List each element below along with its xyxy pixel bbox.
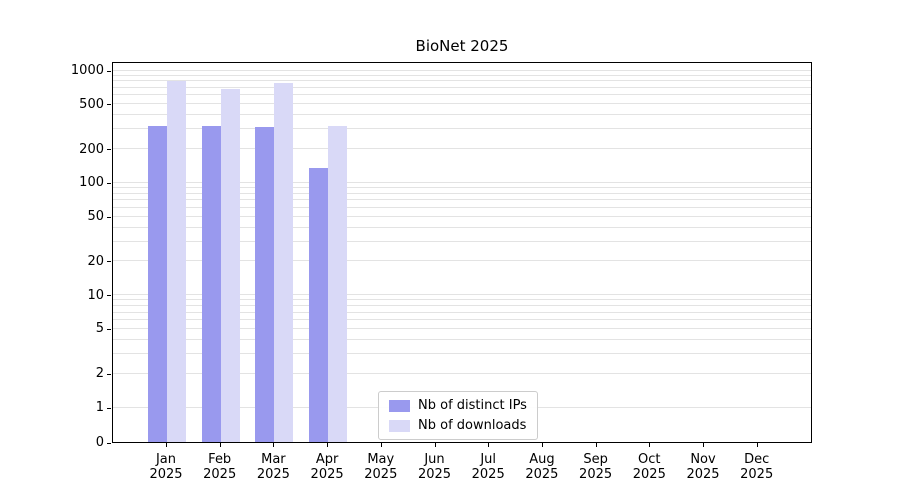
x-tick bbox=[541, 443, 543, 447]
gridline bbox=[113, 69, 811, 71]
gridline bbox=[113, 240, 811, 242]
y-tick-label: 1 bbox=[95, 400, 104, 415]
x-tick bbox=[380, 443, 382, 447]
x-tick-label: Dec 2025 bbox=[740, 452, 774, 482]
gridline bbox=[113, 128, 811, 130]
gridline bbox=[113, 319, 811, 321]
bar-nb-of-distinct-ips-feb bbox=[201, 125, 221, 442]
gridline bbox=[113, 186, 811, 188]
x-tick-label: Oct 2025 bbox=[632, 452, 666, 482]
legend: Nb of distinct IPs Nb of downloads bbox=[378, 391, 538, 440]
gridline bbox=[113, 206, 811, 208]
gridline bbox=[113, 192, 811, 194]
gridline bbox=[113, 74, 811, 76]
y-tick-label: 20 bbox=[87, 253, 104, 269]
chart-title: BioNet 2025 bbox=[415, 37, 509, 55]
gridline bbox=[113, 372, 811, 374]
x-tick-label: Sep 2025 bbox=[579, 452, 613, 482]
gridline bbox=[113, 199, 811, 201]
y-tick-label: 5 bbox=[95, 321, 104, 337]
x-tick-label: Mar 2025 bbox=[256, 452, 290, 482]
y-tick-label: 100 bbox=[79, 175, 104, 191]
x-tick-label: Jul 2025 bbox=[471, 452, 505, 482]
x-tick bbox=[273, 443, 275, 447]
y-tick bbox=[107, 295, 111, 297]
bar-nb-of-distinct-ips-mar bbox=[255, 127, 275, 442]
bar-nb-of-downloads-jan bbox=[167, 80, 186, 442]
y-tick-label: 0 bbox=[95, 435, 104, 450]
x-tick bbox=[756, 443, 758, 447]
y-tick-label: 200 bbox=[79, 141, 104, 157]
x-tick bbox=[434, 443, 436, 447]
gridline bbox=[113, 294, 811, 296]
y-tick bbox=[107, 407, 111, 409]
legend-swatch-downloads bbox=[389, 419, 410, 432]
legend-label-distinct-ips: Nb of distinct IPs bbox=[418, 398, 527, 413]
gridline bbox=[113, 215, 811, 217]
x-tick bbox=[703, 443, 704, 447]
gridline bbox=[113, 328, 811, 329]
gridline bbox=[113, 311, 811, 313]
y-tick bbox=[107, 216, 111, 218]
gridline bbox=[113, 86, 811, 88]
y-tick bbox=[107, 182, 111, 184]
y-tick bbox=[107, 328, 111, 330]
gridline bbox=[113, 94, 811, 96]
legend-label-downloads: Nb of downloads bbox=[418, 418, 527, 433]
x-tick-label: Nov 2025 bbox=[686, 452, 720, 482]
bar-nb-of-downloads-mar bbox=[274, 82, 294, 442]
gridline bbox=[113, 148, 811, 150]
y-tick-label: 2 bbox=[95, 366, 104, 382]
legend-swatch-distinct-ips bbox=[389, 399, 410, 412]
y-tick bbox=[107, 261, 111, 263]
gridline bbox=[113, 80, 811, 82]
legend-item-distinct-ips: Nb of distinct IPs bbox=[389, 398, 527, 413]
y-tick bbox=[107, 149, 111, 151]
y-tick-label: 500 bbox=[79, 96, 104, 112]
y-tick-label: 1000 bbox=[70, 63, 104, 78]
x-tick-label: May 2025 bbox=[364, 452, 398, 482]
y-tick-label: 10 bbox=[87, 287, 104, 303]
bar-nb-of-downloads-feb bbox=[220, 88, 240, 442]
x-tick-label: Jan 2025 bbox=[149, 452, 183, 482]
bar-nb-of-distinct-ips-apr bbox=[309, 167, 329, 442]
y-tick bbox=[107, 104, 111, 106]
x-tick-label: Feb 2025 bbox=[203, 452, 237, 482]
gridline bbox=[113, 305, 811, 307]
gridline bbox=[113, 181, 811, 183]
gridline bbox=[113, 114, 811, 116]
x-tick bbox=[327, 443, 329, 447]
gridline bbox=[113, 338, 811, 340]
x-tick-label: Apr 2025 bbox=[310, 452, 344, 482]
y-tick bbox=[107, 442, 111, 444]
x-tick-label: Aug 2025 bbox=[525, 452, 559, 482]
x-tick bbox=[219, 443, 221, 447]
gridline bbox=[113, 226, 811, 228]
x-tick bbox=[488, 443, 490, 447]
y-tick-label: 50 bbox=[87, 209, 104, 225]
gridline bbox=[113, 103, 811, 105]
plot-area bbox=[112, 62, 812, 443]
x-tick bbox=[595, 443, 597, 447]
x-tick bbox=[649, 443, 651, 447]
y-tick bbox=[107, 70, 111, 72]
x-tick-label: Jun 2025 bbox=[417, 452, 452, 482]
gridline bbox=[113, 352, 811, 354]
bar-nb-of-distinct-ips-jan bbox=[148, 125, 167, 442]
x-tick bbox=[166, 443, 167, 447]
gridline bbox=[113, 260, 811, 262]
legend-item-downloads: Nb of downloads bbox=[389, 418, 527, 433]
bar-nb-of-downloads-apr bbox=[328, 125, 348, 442]
y-tick bbox=[107, 373, 111, 375]
gridline bbox=[113, 299, 811, 301]
